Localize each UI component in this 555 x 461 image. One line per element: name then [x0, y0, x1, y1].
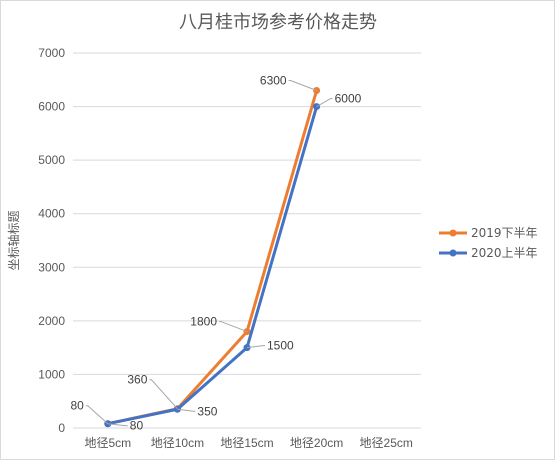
- y-tick-label: 4000: [38, 207, 65, 221]
- leader-line: [288, 80, 317, 91]
- leader-line: [149, 379, 178, 410]
- y-axis-title: 坐标轴标题: [6, 210, 21, 270]
- data-label: 80: [70, 399, 84, 413]
- data-label: 6000: [335, 92, 362, 106]
- y-tick-label: 5000: [38, 153, 65, 167]
- legend-label: 2020上半年: [471, 246, 538, 260]
- legend-swatch-marker: [449, 229, 457, 237]
- y-tick-label: 6000: [38, 100, 65, 114]
- data-labels: 80 360 1800 6300 80 350 1500 6000: [70, 74, 361, 433]
- chart-title: 八月桂市场参考价格走势: [179, 12, 377, 33]
- data-label: 80: [130, 419, 144, 433]
- data-label: 6300: [260, 74, 287, 88]
- series-line: [107, 106, 319, 426]
- x-axis-ticks: 地径5cm 地径10cm 地径15cm 地径20cm 地径25cm: [84, 436, 412, 450]
- legend-swatch-marker: [449, 249, 457, 257]
- data-label: 350: [197, 404, 217, 418]
- y-axis-ticks: 0 1000 2000 3000 4000 5000 6000 7000: [38, 46, 65, 435]
- gridlines: [73, 52, 421, 429]
- x-tick-label: 地径5cm: [84, 436, 131, 450]
- data-label: 360: [127, 373, 147, 387]
- leader-line: [246, 345, 265, 349]
- y-tick-label: 1000: [38, 367, 65, 381]
- x-tick-label: 地径15cm: [220, 436, 273, 450]
- x-tick-label: 地径20cm: [290, 436, 343, 450]
- y-tick-label: 0: [58, 421, 65, 435]
- data-label: 1500: [267, 339, 294, 353]
- leader-line: [85, 405, 109, 425]
- leader-line: [219, 321, 248, 333]
- x-tick-label: 地径25cm: [360, 436, 413, 450]
- legend: 2019下半年 2020上半年: [439, 226, 538, 260]
- leader-line: [177, 408, 196, 412]
- x-tick-label: 地径10cm: [151, 436, 204, 450]
- leader-line: [316, 98, 333, 108]
- y-tick-label: 2000: [38, 314, 65, 328]
- y-tick-label: 7000: [38, 46, 65, 60]
- y-tick-label: 3000: [38, 260, 65, 274]
- data-label: 1800: [190, 315, 217, 329]
- leader-line: [107, 423, 128, 427]
- legend-label: 2019下半年: [471, 226, 538, 240]
